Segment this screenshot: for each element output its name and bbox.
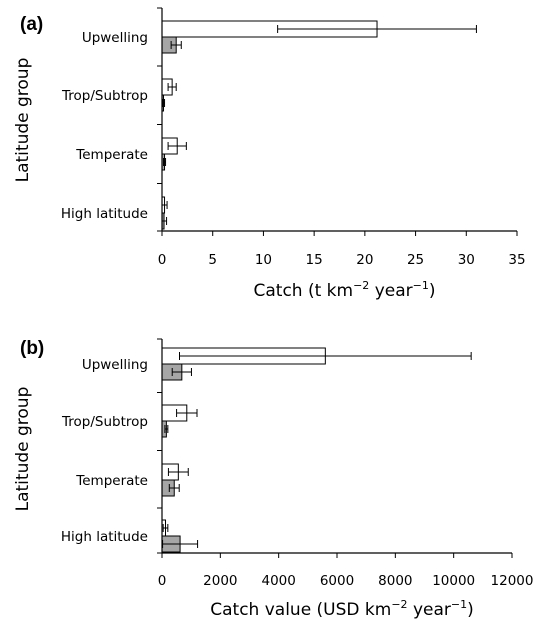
x-tick-label: 12000: [491, 573, 534, 589]
x-axis-title-part: Catch value (USD km: [210, 600, 391, 620]
chart-panel-a: (a) Latitude group Upwelling Trop/Subtrop Te…: [13, 7, 526, 301]
x-axis-title-part: −1: [451, 598, 467, 611]
x-tick-label: 0: [158, 573, 167, 589]
x-axis-title-part: −1: [413, 279, 429, 292]
y-axis-title: Latitude group: [13, 387, 33, 512]
chart-panel-b: (b) Latitude group Upwelling Trop/Subtrop Te…: [13, 338, 533, 620]
x-tick-label: 6000: [320, 573, 354, 589]
x-axis-title: Catch value (USD km−2 year−1): [210, 598, 474, 620]
x-tick-label: 15: [306, 252, 323, 268]
x-axis-title-part: −2: [391, 598, 407, 611]
x-tick-label: 4000: [261, 573, 295, 589]
x-tick-label: 5: [208, 252, 217, 268]
x-axis-title-part: ): [429, 281, 436, 301]
category-label: Temperate: [75, 473, 148, 489]
x-tick-label: 2000: [203, 573, 237, 589]
x-axis-title: Catch (t km−2 year−1): [253, 279, 435, 301]
x-axis-title-part: ): [467, 600, 474, 620]
x-axis-title-part: year: [369, 281, 412, 301]
category-label: High latitude: [61, 529, 148, 545]
x-tick-label: 25: [407, 252, 424, 268]
category-label: Trop/Subtrop: [61, 414, 148, 430]
x-tick-label: 8000: [378, 573, 412, 589]
category-label: High latitude: [61, 206, 148, 222]
category-label: Upwelling: [82, 357, 148, 373]
y-axis-title: Latitude group: [13, 58, 33, 183]
panel-label: (b): [20, 338, 44, 359]
category-label: Trop/Subtrop: [61, 88, 148, 104]
x-tick-label: 0: [158, 252, 167, 268]
category-label: Temperate: [75, 147, 148, 163]
x-tick-label: 10: [255, 252, 272, 268]
x-tick-label: 30: [458, 252, 475, 268]
x-axis-title-part: Catch (t km: [253, 281, 353, 301]
x-tick-label: 20: [356, 252, 373, 268]
panel-label: (a): [20, 14, 43, 35]
x-axis-title-part: year: [408, 600, 451, 620]
category-label: Upwelling: [82, 30, 148, 46]
x-tick-label: 10000: [432, 573, 475, 589]
x-axis-title-part: −2: [353, 279, 369, 292]
x-tick-label: 35: [508, 252, 525, 268]
